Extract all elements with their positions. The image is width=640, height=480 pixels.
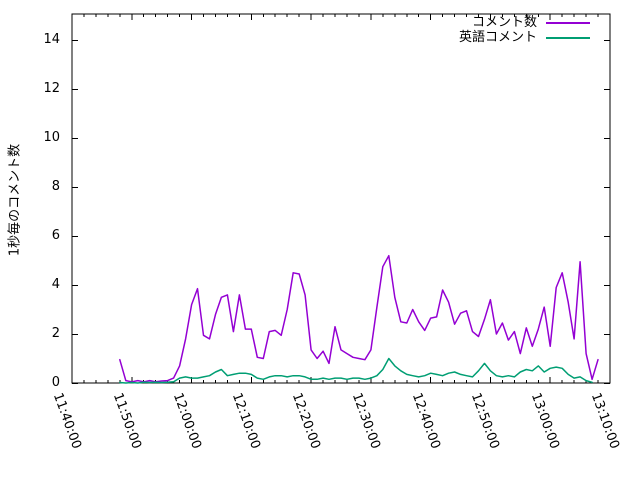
y-tick-label: 10 — [43, 130, 60, 146]
legend: コメント数 英語コメント — [459, 16, 590, 45]
series-line-english-comments — [119, 357, 593, 384]
legend-entry: 英語コメント — [459, 31, 590, 45]
y-tick-label: 2 — [51, 326, 60, 342]
legend-line-sample — [546, 22, 590, 24]
y-tick-label: 6 — [51, 228, 60, 244]
y-tick-label: 8 — [51, 179, 60, 195]
y-tick-label: 4 — [51, 277, 60, 293]
y-tick-label: 14 — [43, 32, 60, 48]
y-tick-label: 0 — [51, 375, 60, 390]
legend-line-sample — [546, 37, 590, 39]
legend-label: 英語コメント — [458, 30, 537, 45]
legend-entry: コメント数 — [459, 16, 590, 30]
y-tick-label: 12 — [43, 81, 60, 97]
legend-label: コメント数 — [471, 15, 537, 30]
plot-border — [71, 13, 611, 384]
series-line-comments — [119, 254, 599, 383]
